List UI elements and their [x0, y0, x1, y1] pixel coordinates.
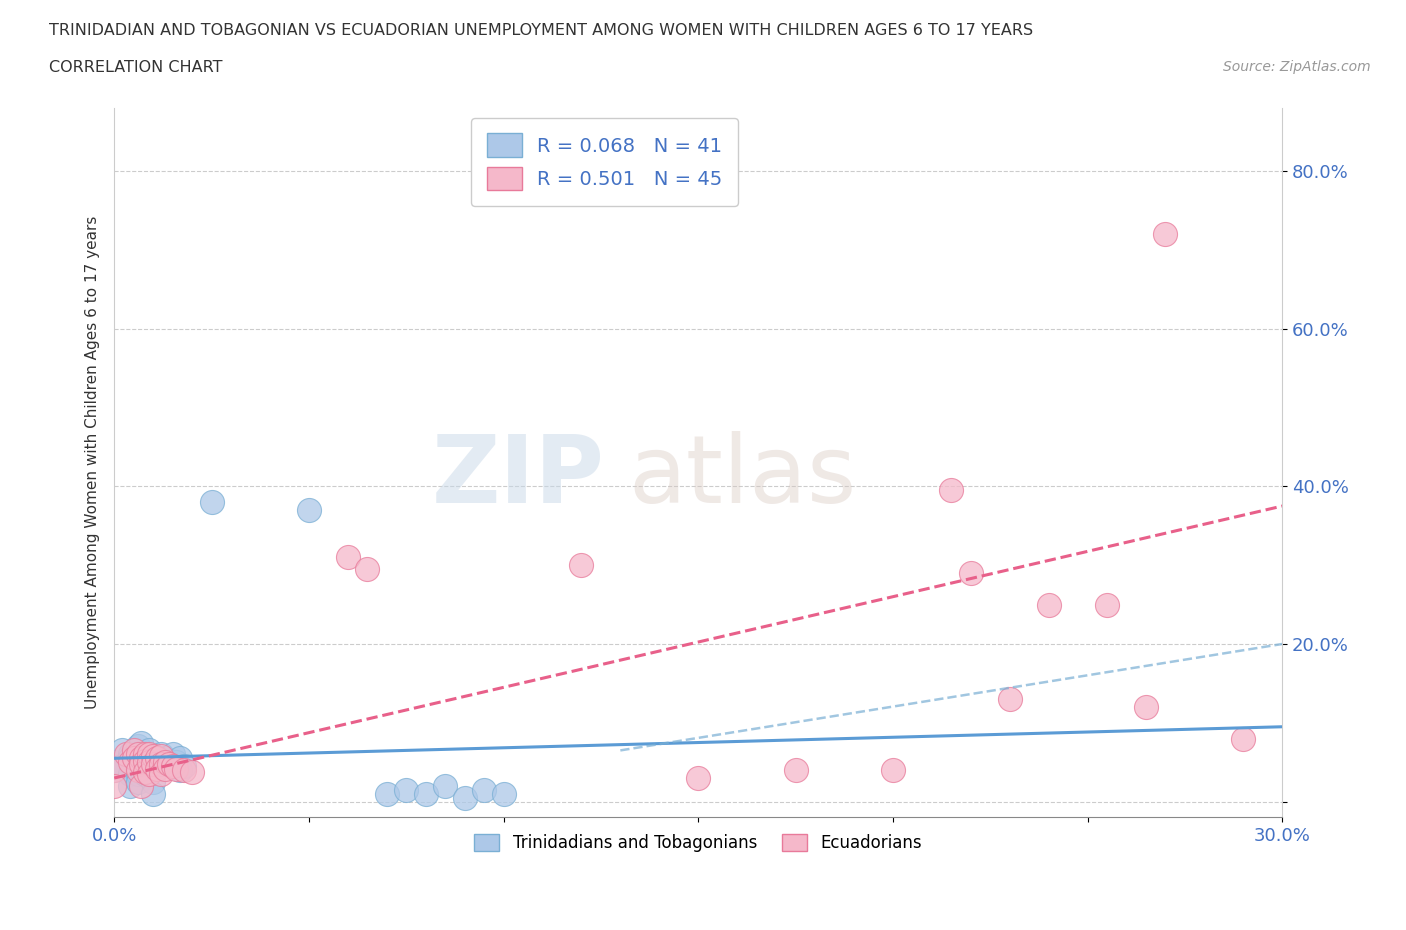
Point [162, 759, 184, 774]
Point [131, 751, 153, 765]
Point [434, 778, 457, 793]
Point [492, 787, 515, 802]
Point [356, 562, 378, 577]
Point [153, 755, 176, 770]
Point [959, 565, 981, 580]
Text: TRINIDADIAN AND TOBAGONIAN VS ECUADORIAN UNEMPLOYMENT AMONG WOMEN WITH CHILDREN : TRINIDADIAN AND TOBAGONIAN VS ECUADORIAN… [49, 23, 1033, 38]
Point [122, 743, 145, 758]
Point [415, 787, 437, 802]
Point [941, 483, 963, 498]
Point [153, 751, 176, 765]
Point [149, 749, 172, 764]
Point [1232, 731, 1254, 746]
Point [134, 764, 156, 779]
Point [146, 751, 169, 765]
Point [134, 747, 156, 762]
Point [138, 766, 160, 781]
Point [131, 735, 153, 750]
Text: Source: ZipAtlas.com: Source: ZipAtlas.com [1223, 60, 1371, 74]
Point [131, 756, 153, 771]
Point [149, 747, 172, 762]
Point [127, 775, 149, 790]
Point [157, 755, 180, 770]
Point [134, 753, 156, 768]
Point [122, 751, 145, 765]
Point [146, 761, 169, 776]
Point [142, 787, 165, 802]
Point [131, 763, 153, 777]
Point [149, 766, 172, 781]
Text: CORRELATION CHART: CORRELATION CHART [49, 60, 222, 75]
Point [142, 756, 165, 771]
Point [1154, 227, 1177, 242]
Point [472, 782, 495, 797]
Point [162, 747, 184, 762]
Point [375, 787, 398, 802]
Point [571, 558, 593, 573]
Point [162, 759, 184, 774]
Legend: Trinidadians and Tobagonians, Ecuadorians: Trinidadians and Tobagonians, Ecuadorian… [468, 827, 929, 858]
Point [785, 763, 807, 777]
Point [142, 763, 165, 777]
Point [142, 751, 165, 765]
Point [138, 755, 160, 770]
Point [127, 747, 149, 762]
Point [111, 759, 134, 774]
Point [149, 755, 172, 770]
Point [200, 495, 222, 510]
Point [103, 778, 125, 793]
Point [118, 778, 141, 793]
Point [149, 756, 172, 771]
Point [169, 763, 191, 777]
Point [169, 751, 191, 765]
Text: ZIP: ZIP [432, 431, 605, 523]
Point [127, 766, 149, 781]
Point [131, 778, 153, 793]
Point [103, 755, 125, 770]
Point [103, 763, 125, 777]
Point [142, 749, 165, 764]
Point [336, 550, 359, 565]
Point [173, 759, 195, 774]
Y-axis label: Unemployment Among Women with Children Ages 6 to 17 years: Unemployment Among Women with Children A… [86, 216, 100, 710]
Point [1095, 597, 1118, 612]
Point [118, 755, 141, 770]
Point [157, 756, 180, 771]
Point [142, 775, 165, 790]
Point [127, 747, 149, 762]
Point [118, 747, 141, 762]
Point [153, 761, 176, 776]
Point [166, 761, 188, 776]
Point [131, 751, 153, 765]
Point [138, 743, 160, 758]
Point [103, 763, 125, 777]
Text: atlas: atlas [628, 431, 856, 523]
Point [127, 763, 149, 777]
Point [1038, 597, 1060, 612]
Point [134, 747, 156, 762]
Point [181, 764, 204, 779]
Point [1135, 699, 1157, 714]
Point [882, 763, 904, 777]
Point [173, 763, 195, 777]
Point [127, 739, 149, 754]
Point [134, 766, 156, 781]
Point [111, 743, 134, 758]
Point [118, 766, 141, 781]
Point [298, 502, 321, 517]
Point [118, 751, 141, 765]
Point [166, 755, 188, 770]
Point [453, 790, 475, 805]
Point [115, 747, 138, 762]
Point [688, 771, 710, 786]
Point [998, 692, 1021, 707]
Point [395, 782, 418, 797]
Point [138, 747, 160, 762]
